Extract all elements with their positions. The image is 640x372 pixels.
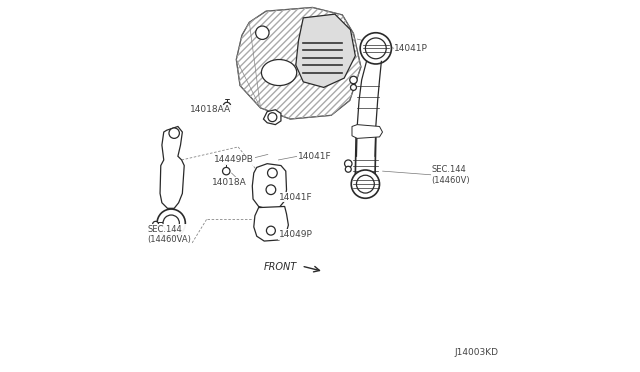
Circle shape xyxy=(169,128,179,138)
Text: SEC.144
(14460V): SEC.144 (14460V) xyxy=(431,165,470,185)
Polygon shape xyxy=(252,164,287,209)
Text: J14003KD: J14003KD xyxy=(454,348,499,357)
Circle shape xyxy=(163,215,179,231)
Polygon shape xyxy=(254,206,289,241)
Circle shape xyxy=(351,84,356,90)
Circle shape xyxy=(157,209,186,237)
Polygon shape xyxy=(236,7,361,119)
Text: 14041F: 14041F xyxy=(298,152,332,161)
Circle shape xyxy=(344,160,352,167)
Circle shape xyxy=(365,38,386,59)
Text: 14041F: 14041F xyxy=(279,193,313,202)
Text: SEC.144
(14460VA): SEC.144 (14460VA) xyxy=(147,225,191,244)
Circle shape xyxy=(255,26,269,39)
Ellipse shape xyxy=(261,60,297,86)
Polygon shape xyxy=(352,125,383,138)
Text: 14018A: 14018A xyxy=(212,178,247,187)
Circle shape xyxy=(223,167,230,175)
Text: 14449PB: 14449PB xyxy=(214,155,254,164)
Circle shape xyxy=(223,102,231,110)
Circle shape xyxy=(268,113,277,122)
Circle shape xyxy=(266,185,276,195)
Circle shape xyxy=(360,33,392,64)
Circle shape xyxy=(266,226,275,235)
Polygon shape xyxy=(160,126,184,208)
Text: 14018AA: 14018AA xyxy=(190,105,231,114)
Circle shape xyxy=(349,76,357,84)
Polygon shape xyxy=(296,14,355,87)
Circle shape xyxy=(268,168,277,178)
Circle shape xyxy=(346,166,351,172)
Circle shape xyxy=(351,170,380,198)
Text: FRONT: FRONT xyxy=(264,262,297,272)
Circle shape xyxy=(356,175,374,193)
Circle shape xyxy=(152,221,159,227)
Polygon shape xyxy=(264,110,281,125)
Text: 14041P: 14041P xyxy=(394,44,428,53)
Text: 14049P: 14049P xyxy=(279,230,313,239)
